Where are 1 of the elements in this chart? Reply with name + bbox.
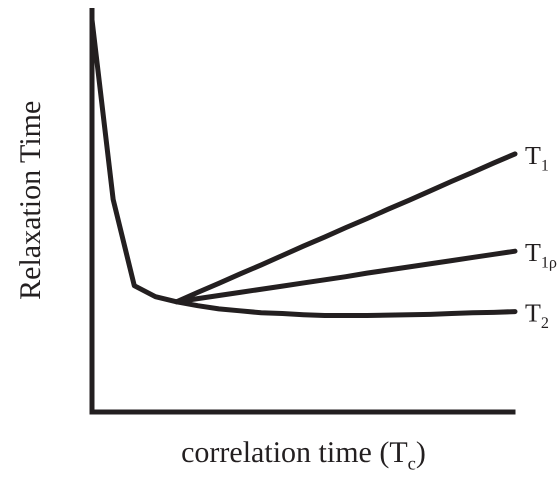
y-axis-title: Relaxation Time (14, 100, 47, 300)
